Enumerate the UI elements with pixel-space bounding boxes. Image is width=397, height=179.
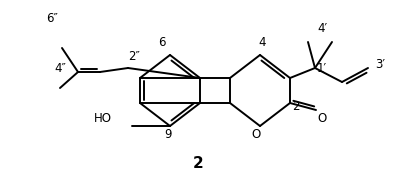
Text: 1′: 1′ (317, 62, 327, 74)
Text: 2: 2 (292, 100, 300, 112)
Text: 2: 2 (193, 156, 203, 171)
Text: 9: 9 (164, 127, 172, 141)
Text: 3′: 3′ (375, 59, 385, 71)
Text: 4′: 4′ (317, 21, 327, 35)
Text: O: O (317, 112, 327, 125)
Text: 6″: 6″ (46, 11, 58, 25)
Text: HO: HO (94, 112, 112, 125)
Text: 2″: 2″ (128, 50, 140, 62)
Text: 6: 6 (158, 35, 166, 49)
Text: O: O (251, 127, 260, 141)
Text: 4″: 4″ (54, 62, 66, 74)
Text: 4: 4 (258, 35, 266, 49)
